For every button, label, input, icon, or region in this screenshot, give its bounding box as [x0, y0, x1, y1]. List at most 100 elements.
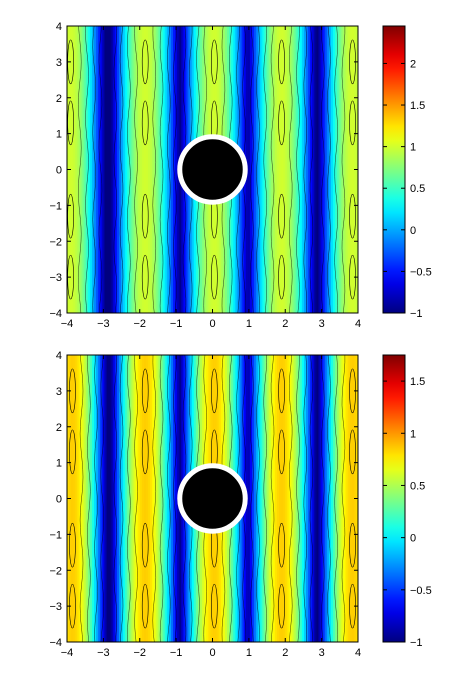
field-strip: [285, 355, 288, 642]
contour-loop: [349, 522, 356, 568]
field-strip: [256, 355, 259, 642]
field-strip: [268, 26, 272, 313]
field-strip: [260, 26, 263, 313]
field-strip: [258, 355, 261, 642]
field-strip: [114, 355, 118, 642]
field-strip: [127, 26, 130, 313]
field-strip: [121, 355, 124, 642]
field-strip: [301, 355, 305, 642]
field-strip: [175, 26, 178, 313]
field-strip: [247, 26, 251, 313]
y-tick-label: −2: [49, 565, 62, 577]
colorbar: 2 1.5 1 0.5 0 −0.5 −1: [382, 25, 432, 320]
contour-line: [127, 355, 131, 642]
field-strip: [123, 26, 126, 313]
field-strip: [345, 26, 349, 313]
field-strip: [123, 355, 126, 642]
field-strip: [108, 26, 112, 313]
field-strip: [297, 355, 301, 642]
y-tick-label: −3: [49, 601, 62, 613]
contour-line: [167, 26, 171, 313]
field-strip: [283, 26, 286, 313]
field-strip: [326, 26, 330, 313]
field-strip: [85, 355, 89, 642]
contour-line: [341, 26, 346, 313]
contour-line: [368, 355, 371, 642]
field-strip: [98, 26, 101, 313]
field-strip: [89, 355, 93, 642]
colorbar-tick-label: 2: [410, 58, 416, 70]
contour-line: [85, 26, 89, 313]
field-strip: [326, 355, 330, 642]
field-strip: [164, 355, 168, 642]
contour-line: [256, 355, 260, 642]
field-strip: [260, 355, 263, 642]
field-strip: [91, 355, 95, 642]
field-strip: [110, 26, 114, 313]
field-strip: [118, 26, 122, 313]
contour-line: [167, 355, 171, 642]
field-strip: [87, 355, 91, 642]
colorbar-tick-label: 0: [410, 533, 416, 545]
field-strip: [162, 355, 166, 642]
field-strip: [262, 355, 266, 642]
field-strip: [83, 26, 87, 313]
colorbar-tick-label: 0.5: [410, 183, 425, 195]
contour-line: [87, 355, 91, 642]
field-strip: [333, 355, 336, 642]
colorbar-tick-label: −0.5: [410, 585, 432, 597]
field-strip: [314, 26, 318, 313]
contour-line: [92, 26, 96, 313]
colorbar-tick-label: 1.5: [410, 376, 425, 388]
field-strip: [158, 26, 162, 313]
contour-line: [113, 26, 118, 313]
y-tick-label: 4: [56, 21, 62, 33]
field-strip: [79, 355, 83, 642]
field-strip: [279, 26, 282, 313]
contour-loop: [349, 429, 356, 475]
contour-loop: [278, 522, 285, 568]
contour-line: [360, 26, 363, 313]
contour-line: [321, 355, 325, 642]
field-strip: [125, 26, 128, 313]
contour-line: [360, 355, 363, 642]
contour-line: [309, 26, 314, 313]
contour-loop: [349, 193, 356, 239]
field-strip: [264, 26, 268, 313]
contour-line: [296, 355, 300, 642]
field-strip: [247, 355, 251, 642]
contour-line: [39, 26, 42, 313]
field-strip: [143, 355, 147, 642]
x-tick-label: 1: [246, 647, 252, 659]
field-strip: [87, 26, 91, 313]
contour-line: [250, 26, 254, 313]
field-strip: [89, 26, 93, 313]
contour-line: [270, 355, 275, 642]
field-strip: [175, 355, 178, 642]
field-strip: [281, 355, 284, 642]
contour-line: [79, 355, 84, 642]
contour-line: [173, 355, 177, 642]
y-tick-label: −4: [49, 637, 62, 649]
field-strip: [116, 355, 120, 642]
field-strip: [291, 355, 295, 642]
field-strip: [104, 26, 108, 313]
field-strip: [94, 355, 97, 642]
field-strip: [152, 26, 155, 313]
field-strip: [145, 355, 149, 642]
field-strip: [291, 26, 295, 313]
field-strip: [341, 355, 345, 642]
contour-loop: [67, 100, 74, 146]
field-strip: [258, 26, 261, 313]
y-tick-label: 2: [56, 93, 62, 105]
x-tick-label: 3: [319, 318, 325, 330]
field-strip: [343, 26, 347, 313]
field-strip: [333, 26, 336, 313]
contour-line: [119, 26, 124, 313]
field-strip: [308, 355, 311, 642]
field-strip: [343, 355, 347, 642]
x-tick-label: 4: [355, 318, 361, 330]
y-tick-label: −1: [49, 529, 62, 541]
field-strip: [281, 26, 284, 313]
field-strip: [351, 26, 355, 313]
